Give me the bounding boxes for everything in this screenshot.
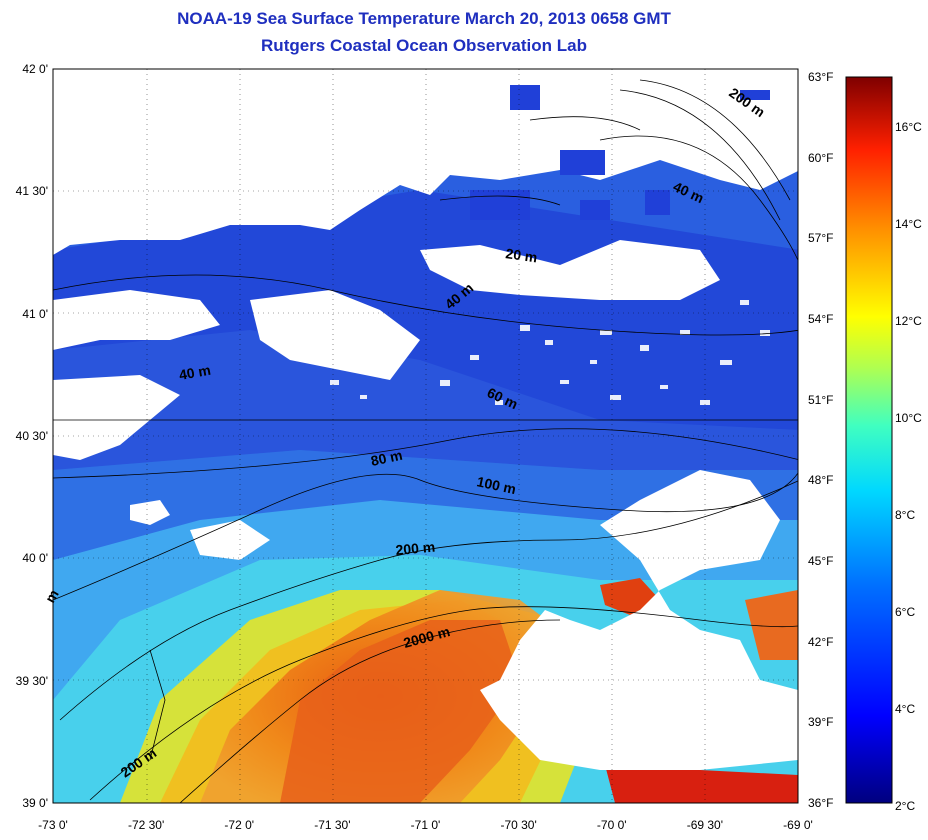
longitude-label: -70 0' — [596, 818, 627, 832]
latitude-label: 39 30' — [15, 673, 48, 688]
fahrenheit-label: 60°F — [808, 150, 834, 165]
celsius-label: 16°C — [895, 120, 922, 134]
latitude-label: 41 0' — [22, 306, 48, 321]
fahrenheit-label: 63°F — [808, 70, 834, 84]
longitude-label: -70 30' — [500, 818, 537, 832]
longitude-label: -72 30' — [127, 818, 165, 832]
celsius-label: 12°C — [895, 314, 922, 328]
longitude-label: -69 0' — [783, 818, 813, 832]
fahrenheit-label: 45°F — [808, 554, 834, 568]
celsius-label: 14°C — [895, 217, 922, 231]
celsius-label: 6°C — [895, 605, 916, 619]
fahrenheit-label: 48°F — [808, 473, 834, 488]
sst-field — [53, 69, 798, 803]
map-subtitle: Rutgers Coastal Ocean Observation Lab — [261, 36, 587, 55]
celsius-label: 8°C — [895, 508, 916, 522]
fahrenheit-label: 57°F — [808, 231, 834, 246]
fahrenheit-label: 54°F — [808, 312, 834, 326]
map-title: NOAA-19 Sea Surface Temperature March 20… — [177, 9, 671, 28]
longitude-label: -71 30' — [314, 818, 351, 832]
longitude-label: -72 0' — [224, 818, 255, 832]
latitude-label: 40 30' — [15, 429, 48, 443]
fahrenheit-label: 51°F — [808, 392, 834, 407]
longitude-label: -69 30' — [686, 818, 724, 832]
contour-label: 80 m — [369, 447, 404, 469]
fahrenheit-label: 39°F — [808, 715, 834, 730]
fahrenheit-label: 36°F — [808, 796, 834, 810]
latitude-label: 41 30' — [15, 184, 48, 199]
latitude-label: 40 0' — [22, 551, 48, 566]
contour-label: 20 m — [505, 245, 539, 265]
celsius-label: 2°C — [895, 799, 916, 813]
fahrenheit-label: 42°F — [808, 634, 834, 649]
latitude-label: 39 0' — [22, 796, 48, 810]
celsius-label: 10°C — [895, 411, 922, 425]
contour-label: 40 m — [178, 362, 212, 383]
celsius-label: 4°C — [895, 702, 916, 716]
contour-label: 200 m — [395, 539, 436, 558]
longitude-label: -71 0' — [410, 818, 441, 832]
colorbar — [845, 76, 893, 804]
longitude-label: -73 0' — [38, 818, 68, 832]
latitude-label: 42 0' — [22, 62, 48, 76]
